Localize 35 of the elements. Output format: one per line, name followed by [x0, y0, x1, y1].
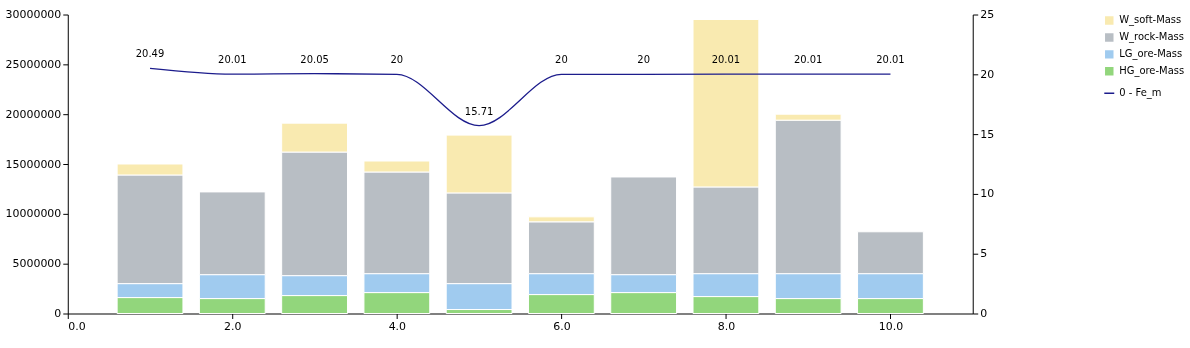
x-tick-label: 8.0 — [717, 319, 736, 333]
y-tick-label: 20000000 — [5, 107, 62, 121]
legend-label: HG_ore-Mass — [1119, 65, 1185, 78]
y2-tick-label: 5 — [980, 247, 988, 261]
y2-tick-label: 10 — [980, 187, 995, 201]
data-label: 20.05 — [300, 53, 329, 65]
y2-tick-label: 25 — [980, 8, 995, 22]
data-label: 20 — [555, 54, 568, 66]
data-label: 20.01 — [711, 54, 741, 66]
y-tick-label: 0 — [54, 307, 62, 320]
data-label: 20.01 — [793, 54, 823, 66]
data-label: 20 — [637, 54, 650, 66]
y-tick-label: 30000000 — [5, 8, 62, 22]
x-tick-label: 6.0 — [553, 319, 571, 333]
x-tick-label: 0.0 — [68, 319, 86, 333]
data-label: 20.49 — [135, 48, 165, 60]
x-tick-label: 4.0 — [388, 319, 407, 333]
data-label: 20.01 — [876, 54, 905, 66]
y2-tick-label: 20 — [980, 67, 995, 81]
legend-label: 0 - Fe_m — [1119, 87, 1162, 100]
y-tick-label: 25000000 — [5, 57, 62, 71]
x-tick-label: 10.0 — [878, 319, 904, 333]
y-tick-label: 10000000 — [5, 207, 62, 221]
x-tick-label: 2.0 — [224, 319, 242, 333]
data-label: 20 — [390, 54, 404, 66]
legend-label: W_soft-Mass — [1119, 14, 1182, 27]
y2-tick-label: 15 — [980, 127, 995, 141]
y2-tick-label: 0 — [980, 307, 988, 320]
y-tick-label: 15000000 — [5, 157, 62, 171]
line-series — [149, 67, 892, 127]
legend-label: LG_ore-Mass — [1119, 48, 1183, 61]
y-tick-label: 5000000 — [12, 257, 62, 271]
data-label: 15.71 — [464, 105, 494, 117]
data-label: 20.01 — [218, 54, 247, 66]
legend-label: W_rock-Mass — [1119, 31, 1184, 44]
